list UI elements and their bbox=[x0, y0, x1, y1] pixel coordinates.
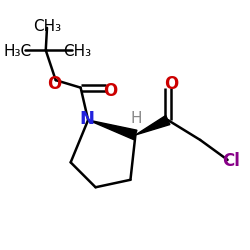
Text: H: H bbox=[131, 111, 142, 126]
Text: Cl: Cl bbox=[222, 152, 240, 170]
Polygon shape bbox=[136, 116, 170, 135]
Text: O: O bbox=[164, 75, 179, 93]
Polygon shape bbox=[88, 120, 137, 140]
Text: O: O bbox=[104, 82, 118, 100]
Text: O: O bbox=[47, 75, 62, 93]
Text: H₃C: H₃C bbox=[3, 44, 31, 59]
Text: CH₃: CH₃ bbox=[33, 19, 61, 34]
Text: N: N bbox=[79, 110, 94, 128]
Text: CH₃: CH₃ bbox=[63, 44, 91, 59]
